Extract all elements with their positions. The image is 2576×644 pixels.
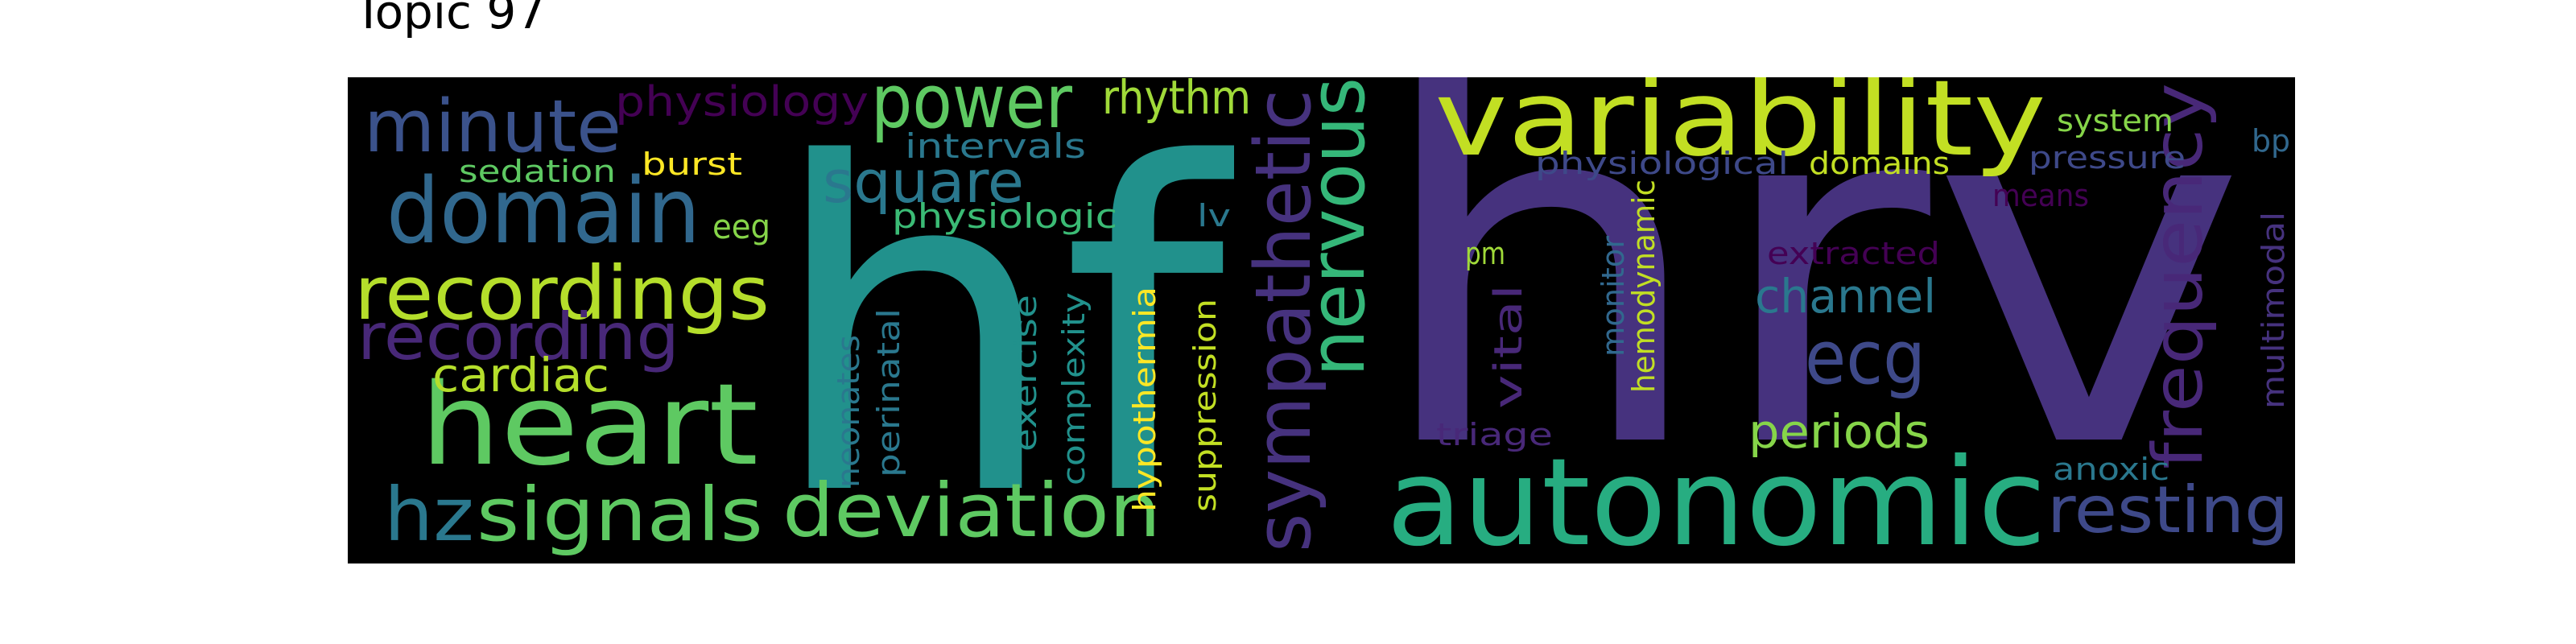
- word-means: means: [1992, 178, 2089, 213]
- word-cloud-canvas: hrv hf autonomic variability heart devia…: [348, 77, 2295, 564]
- word-suppression: suppression: [1187, 299, 1223, 512]
- word-extracted: extracted: [1767, 236, 1940, 271]
- word-system: system: [2057, 103, 2174, 138]
- word-cloud: hrv hf autonomic variability heart devia…: [354, 77, 2291, 564]
- word-recordings: recordings: [354, 250, 770, 336]
- word-resting: resting: [2047, 473, 2289, 547]
- word-multimodal: multimodal: [2256, 212, 2291, 409]
- word-eeg: eeg: [712, 207, 770, 246]
- word-square: square: [823, 148, 1024, 216]
- word-bp: bp: [2252, 123, 2290, 159]
- word-deviation: deviation: [782, 468, 1161, 554]
- word-channel: channel: [1755, 269, 1936, 324]
- word-minute: minute: [364, 85, 621, 169]
- word-periods: periods: [1748, 404, 1930, 459]
- word-sedation: sedation: [459, 154, 616, 189]
- word-frequency: frequency: [2138, 83, 2219, 469]
- word-intervals: intervals: [905, 126, 1086, 166]
- word-lv: lv: [1197, 198, 1231, 233]
- word-exercise: exercise: [1008, 295, 1043, 452]
- word-pressure: pressure: [2029, 140, 2186, 175]
- word-neonates: neonates: [831, 335, 866, 488]
- word-burst: burst: [642, 147, 742, 182]
- word-physiologic: physiologic: [892, 196, 1117, 236]
- word-hf: hf: [766, 77, 1236, 564]
- word-variability: variability: [1435, 77, 2046, 180]
- word-sympathetic: sympathetic: [1240, 89, 1328, 552]
- word-pm: pm: [1465, 236, 1505, 271]
- word-vital: vital: [1486, 284, 1531, 409]
- word-perinatal: perinatal: [871, 308, 906, 477]
- word-hz: hz: [384, 472, 474, 558]
- word-ecg: ecg: [1805, 315, 1926, 401]
- word-triage: triage: [1436, 417, 1553, 452]
- word-hypothermia: hypothermia: [1127, 287, 1162, 512]
- word-domain: domain: [386, 159, 700, 264]
- topic-title: Topic 97: [354, 0, 547, 39]
- word-anoxic: anoxic: [2053, 452, 2169, 487]
- word-recording: recording: [357, 299, 679, 374]
- word-signals: signals: [477, 472, 763, 558]
- word-complexity: complexity: [1056, 292, 1092, 485]
- word-cardiac: cardiac: [432, 348, 609, 402]
- word-hemodynamic: hemodynamic: [1626, 180, 1662, 393]
- word-heart: heart: [420, 360, 758, 491]
- word-nervous: nervous: [1294, 77, 1382, 377]
- word-rhythm: rhythm: [1102, 77, 1251, 125]
- word-monitor: monitor: [1596, 236, 1631, 357]
- word-autonomic: autonomic: [1386, 433, 2046, 564]
- word-domains: domains: [1809, 146, 1950, 181]
- word-power: power: [871, 77, 1072, 145]
- word-physiology: physiology: [615, 78, 869, 126]
- word-physiological: physiological: [1535, 146, 1789, 181]
- word-hrv: hrv: [1370, 77, 2248, 554]
